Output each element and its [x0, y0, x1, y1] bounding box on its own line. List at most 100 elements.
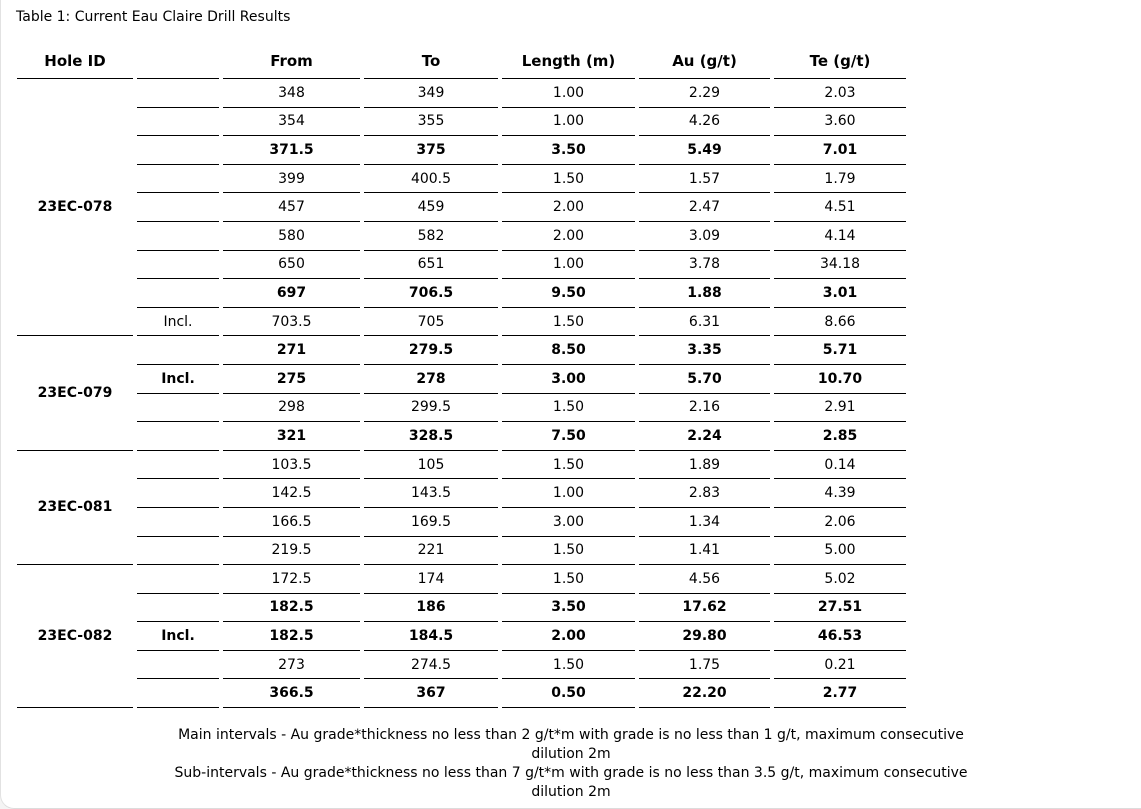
from-cell: 697	[223, 279, 360, 308]
table-title: Table 1: Current Eau Claire Drill Result…	[16, 9, 291, 25]
au-cell: 5.70	[639, 365, 770, 394]
au-cell: 4.56	[639, 565, 770, 594]
to-cell: 143.5	[364, 479, 498, 508]
from-cell: 348	[223, 79, 360, 108]
au-cell: 1.88	[639, 279, 770, 308]
length-cell: 1.50	[502, 394, 635, 423]
length-cell: 1.50	[502, 651, 635, 680]
table-row: 166.5 169.5 3.00 1.34 2.06	[17, 508, 906, 537]
table-row: 371.5 375 3.50 5.49 7.01	[17, 136, 906, 165]
to-cell: 299.5	[364, 394, 498, 423]
te-cell: 1.79	[774, 165, 906, 194]
incl-cell: Incl.	[137, 622, 219, 651]
length-cell: 0.50	[502, 679, 635, 709]
te-cell: 5.71	[774, 336, 906, 365]
te-cell: 46.53	[774, 622, 906, 651]
from-cell: 354	[223, 108, 360, 137]
to-cell: 355	[364, 108, 498, 137]
to-cell: 274.5	[364, 651, 498, 680]
au-cell: 17.62	[639, 594, 770, 623]
length-cell: 3.00	[502, 365, 635, 394]
table-row: 366.5 367 0.50 22.20 2.77	[17, 679, 906, 709]
incl-cell	[137, 136, 219, 165]
au-cell: 3.35	[639, 336, 770, 365]
to-cell: 375	[364, 136, 498, 165]
col-header-te: Te (g/t)	[774, 43, 906, 79]
col-header-incl	[137, 43, 219, 79]
incl-cell	[137, 394, 219, 423]
length-cell: 2.00	[502, 193, 635, 222]
te-cell: 2.06	[774, 508, 906, 537]
incl-cell	[137, 537, 219, 566]
table-row: 23EC-081 103.5 105 1.50 1.89 0.14	[17, 451, 906, 566]
au-cell: 2.16	[639, 394, 770, 423]
from-cell: 580	[223, 222, 360, 251]
from-cell: 399	[223, 165, 360, 194]
from-cell: 371.5	[223, 136, 360, 165]
length-cell: 1.00	[502, 108, 635, 137]
to-cell: 105	[364, 451, 498, 480]
length-cell: 2.00	[502, 222, 635, 251]
from-cell: 366.5	[223, 679, 360, 709]
length-cell: 8.50	[502, 336, 635, 365]
col-header-au: Au (g/t)	[639, 43, 770, 79]
incl-cell	[137, 422, 219, 451]
col-header-to: To	[364, 43, 498, 79]
au-cell: 1.75	[639, 651, 770, 680]
au-cell: 5.49	[639, 136, 770, 165]
to-cell: 278	[364, 365, 498, 394]
te-cell: 0.21	[774, 651, 906, 680]
te-cell: 27.51	[774, 594, 906, 623]
to-cell: 174	[364, 565, 498, 594]
hole-id-cell: 23EC-081	[17, 451, 133, 566]
to-cell: 186	[364, 594, 498, 623]
from-cell: 650	[223, 251, 360, 280]
to-cell: 582	[364, 222, 498, 251]
header-row: Hole ID From To Length (m) Au (g/t) Te (g/t)	[17, 43, 906, 79]
incl-cell	[137, 193, 219, 222]
to-cell: 400.5	[364, 165, 498, 194]
to-cell: 349	[364, 79, 498, 108]
from-cell: 142.5	[223, 479, 360, 508]
to-cell: 651	[364, 251, 498, 280]
from-cell: 321	[223, 422, 360, 451]
table-row: Incl. 182.5 184.5 2.00 29.80 46.53	[17, 622, 906, 651]
te-cell: 5.02	[774, 565, 906, 594]
length-cell: 1.50	[502, 537, 635, 566]
incl-cell	[137, 508, 219, 537]
au-cell: 1.57	[639, 165, 770, 194]
table-row: 399 400.5 1.50 1.57 1.79	[17, 165, 906, 194]
from-cell: 273	[223, 651, 360, 680]
incl-cell	[137, 108, 219, 137]
te-cell: 2.03	[774, 79, 906, 108]
te-cell: 2.85	[774, 422, 906, 451]
te-cell: 2.91	[774, 394, 906, 423]
table-row: 23EC-082 172.5 174 1.50 4.56 5.02	[17, 565, 906, 709]
table-row: 219.5 221 1.50 1.41 5.00	[17, 537, 906, 566]
length-cell: 1.50	[502, 451, 635, 480]
table-row: Incl. 275 278 3.00 5.70 10.70	[17, 365, 906, 394]
length-cell: 1.00	[502, 79, 635, 108]
from-cell: 182.5	[223, 622, 360, 651]
incl-cell	[137, 79, 219, 108]
col-header-hole-id: Hole ID	[17, 43, 133, 79]
te-cell: 4.39	[774, 479, 906, 508]
au-cell: 29.80	[639, 622, 770, 651]
te-cell: 10.70	[774, 365, 906, 394]
length-cell: 1.00	[502, 251, 635, 280]
length-cell: 1.00	[502, 479, 635, 508]
length-cell: 1.50	[502, 565, 635, 594]
length-cell: 3.50	[502, 136, 635, 165]
table-row: 650 651 1.00 3.78 34.18	[17, 251, 906, 280]
au-cell: 1.34	[639, 508, 770, 537]
au-cell: 1.89	[639, 451, 770, 480]
incl-cell	[137, 222, 219, 251]
incl-cell	[137, 279, 219, 308]
note-main-intervals: Main intervals - Au grade*thickness no l…	[178, 727, 964, 763]
table-row: 354 355 1.00 4.26 3.60	[17, 108, 906, 137]
hole-id-cell: 23EC-082	[17, 565, 133, 709]
te-cell: 8.66	[774, 308, 906, 337]
te-cell: 2.77	[774, 679, 906, 709]
length-cell: 1.50	[502, 165, 635, 194]
